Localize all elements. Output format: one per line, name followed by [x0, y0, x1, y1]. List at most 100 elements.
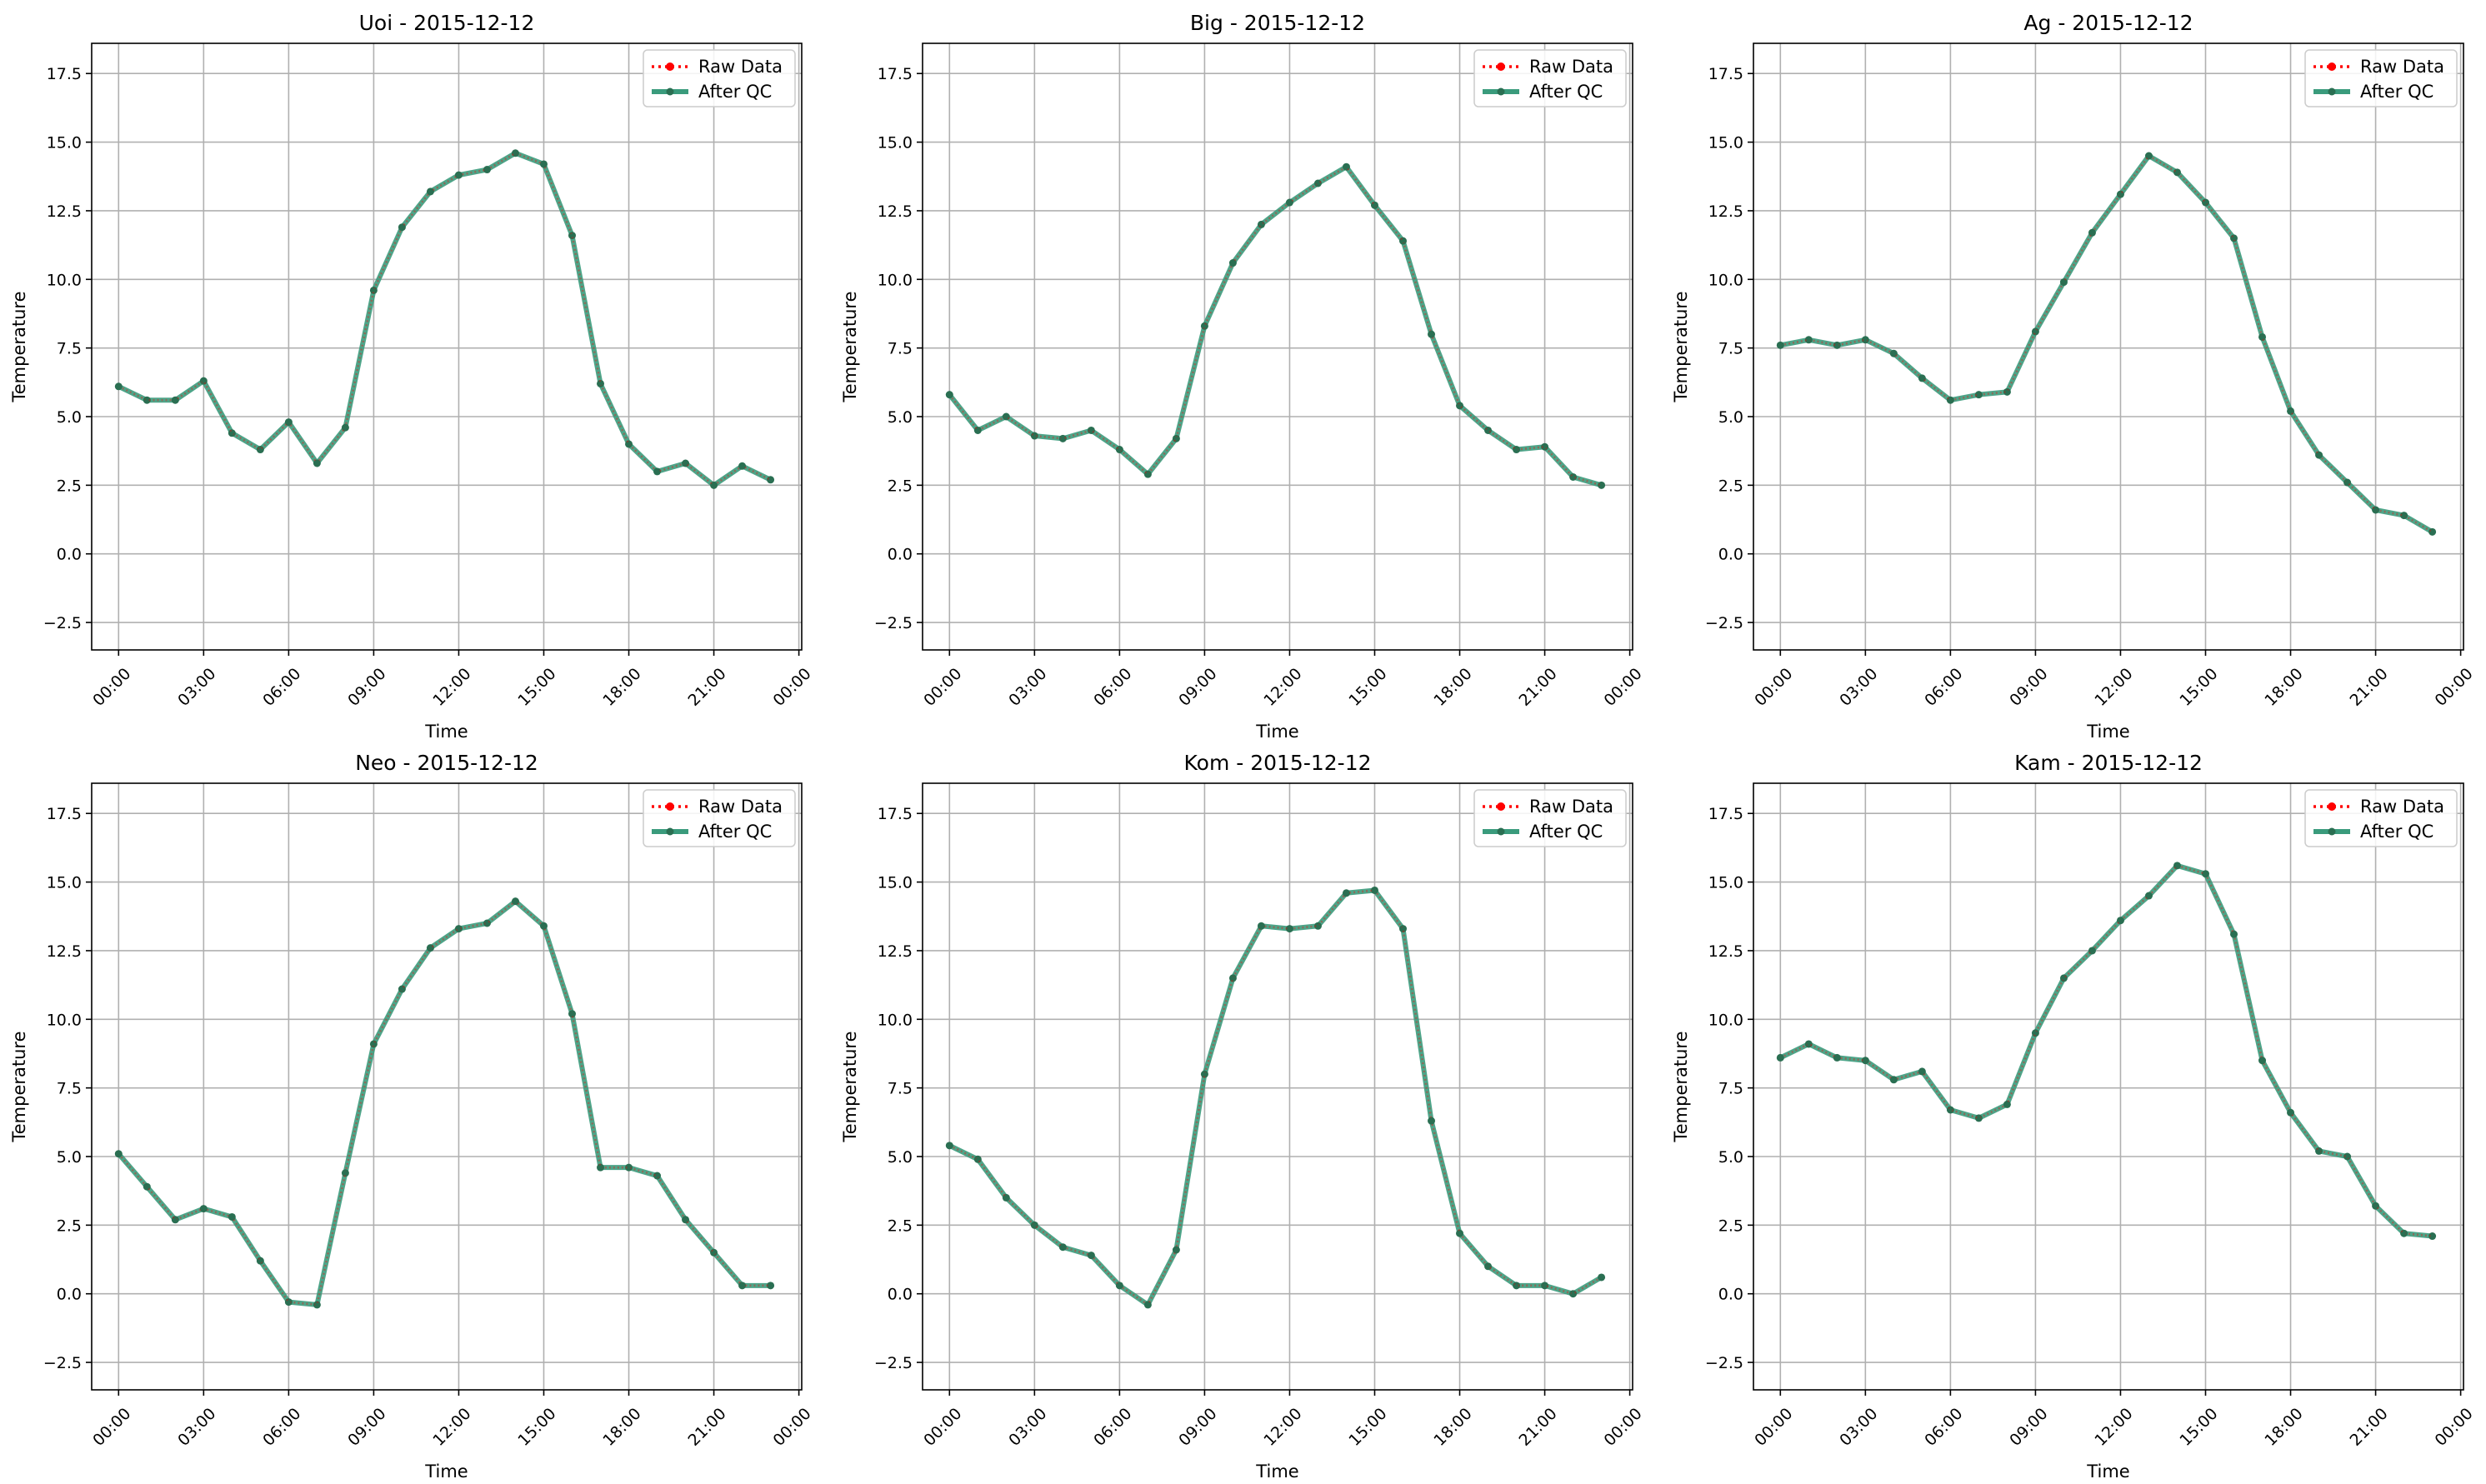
data-point-raw-data [2260, 335, 2264, 339]
x-tick-label: 18:00 [2261, 665, 2306, 710]
data-point-raw-data [1835, 1056, 1839, 1060]
data-point-raw-data [542, 162, 546, 167]
data-point-raw-data [2118, 918, 2123, 922]
y-tick-label: 10.0 [878, 1011, 913, 1029]
data-point-raw-data [1458, 1232, 1462, 1236]
data-point-raw-data [1778, 1056, 1783, 1060]
chart-title: Uoi - 2015-12-12 [359, 11, 535, 35]
x-tick-label: 15:00 [514, 1405, 559, 1450]
x-tick-label: 18:00 [1430, 1405, 1475, 1450]
series-line-raw-data [118, 152, 772, 487]
x-axis-label: Time [424, 1462, 468, 1482]
x-tick-label: 00:00 [1600, 665, 1645, 710]
series-line-after-qc [1779, 153, 2434, 534]
x-tick-label: 00:00 [1751, 1405, 1796, 1450]
data-point-raw-data [1429, 1118, 1433, 1123]
x-tick-label: 09:00 [1175, 665, 1220, 710]
data-point-raw-data [1835, 343, 1839, 347]
data-point-raw-data [2090, 231, 2094, 235]
data-point-raw-data [655, 1173, 659, 1178]
legend-label-raw-data: Raw Data [2360, 797, 2444, 817]
data-point-raw-data [2147, 893, 2151, 898]
data-point-raw-data [2430, 1234, 2434, 1238]
y-tick-label: 2.5 [888, 1217, 913, 1235]
x-tick-label: 15:00 [514, 665, 559, 710]
data-point-raw-data [2232, 236, 2236, 241]
plot-frame [922, 782, 1633, 1391]
data-point-raw-data [1807, 1042, 1811, 1047]
legend: Raw Data After QC [1473, 789, 1627, 847]
legend-label-raw-data: Raw Data [1529, 57, 1613, 77]
data-point-raw-data [2203, 872, 2208, 876]
x-axis-label: Time [424, 722, 468, 742]
y-tick-label: 17.5 [1708, 805, 1743, 823]
x-tick-label: 06:00 [1921, 665, 1966, 710]
legend-marker-after-qc [666, 87, 674, 96]
data-point-raw-data [2175, 863, 2179, 868]
data-point-raw-data [343, 1171, 348, 1175]
data-point-raw-data [372, 288, 376, 292]
series-line-after-qc [117, 898, 771, 1307]
data-point-raw-data [1344, 165, 1348, 169]
data-point-raw-data [1571, 475, 1575, 479]
data-point-raw-data [2317, 1149, 2321, 1153]
y-tick-label: 0.0 [57, 546, 82, 564]
data-point-raw-data [1004, 414, 1008, 419]
data-point-raw-data [1061, 1245, 1065, 1249]
y-tick-label: 0.0 [57, 1286, 82, 1304]
y-tick-label: 5.0 [57, 1148, 82, 1167]
data-point-raw-data [2033, 1031, 2038, 1035]
y-tick-label: 2.5 [888, 477, 913, 495]
x-tick-label: 00:00 [89, 665, 134, 710]
x-tick-label: 21:00 [684, 665, 729, 710]
y-tick-label: 0.0 [1718, 1286, 1743, 1304]
x-tick-label: 06:00 [1090, 1405, 1135, 1450]
data-point-raw-data [202, 1207, 206, 1211]
data-point-raw-data [1174, 1247, 1178, 1252]
x-tick-label: 12:00 [1260, 665, 1305, 710]
y-axis-label: Temperature [840, 291, 860, 402]
y-tick-label: 17.5 [47, 65, 82, 83]
data-point-raw-data [2232, 932, 2236, 937]
data-point-raw-data [627, 1165, 631, 1170]
data-point-raw-data [570, 233, 574, 237]
data-point-raw-data [485, 167, 489, 172]
chart-panel: −2.5 0.0 2.5 5.0 7.5 10.0 12.5 15.0 17.5 00:00 03:… [840, 11, 1646, 742]
data-point-raw-data [1061, 437, 1065, 441]
data-point-raw-data [258, 1258, 263, 1263]
data-point-raw-data [343, 425, 348, 430]
legend-marker-after-qc [2328, 827, 2336, 836]
y-tick-label: 12.5 [47, 202, 82, 221]
x-tick-label: 15:00 [1345, 665, 1390, 710]
legend-marker-after-qc [1497, 87, 1505, 96]
chart-panel: −2.5 0.0 2.5 5.0 7.5 10.0 12.5 15.0 17.5 00:00 03:… [9, 751, 815, 1482]
y-tick-label: 15.0 [878, 874, 913, 892]
data-point-raw-data [1778, 343, 1783, 347]
x-tick-label: 03:00 [1836, 1405, 1881, 1450]
y-tick-label: 10.0 [1708, 271, 1743, 289]
y-tick-label: 2.5 [1718, 477, 1743, 495]
data-point-raw-data [457, 927, 461, 931]
data-point-raw-data [2175, 170, 2179, 175]
y-tick-label: 12.5 [47, 942, 82, 961]
data-point-raw-data [1259, 924, 1263, 928]
data-point-raw-data [627, 442, 631, 447]
x-tick-label: 06:00 [1921, 1405, 1966, 1450]
y-tick-label: 17.5 [47, 805, 82, 823]
data-point-raw-data [1089, 428, 1093, 432]
data-point-raw-data [712, 1251, 716, 1255]
y-tick-label: 2.5 [1718, 1217, 1743, 1235]
legend: Raw Data After QC [2304, 789, 2458, 847]
data-point-raw-data [1543, 445, 1547, 449]
x-tick-label: 00:00 [2431, 1405, 2476, 1450]
y-tick-label: 7.5 [57, 340, 82, 358]
chart-title: Neo - 2015-12-12 [355, 751, 538, 775]
legend-label-after-qc: After QC [2360, 82, 2433, 102]
data-point-raw-data [287, 1300, 291, 1304]
y-tick-label: 17.5 [878, 805, 913, 823]
x-tick-label: 00:00 [1600, 1405, 1645, 1450]
data-point-raw-data [230, 431, 234, 435]
data-point-raw-data [2402, 513, 2406, 517]
x-tick-label: 21:00 [1515, 1405, 1560, 1450]
data-point-raw-data [400, 987, 404, 992]
